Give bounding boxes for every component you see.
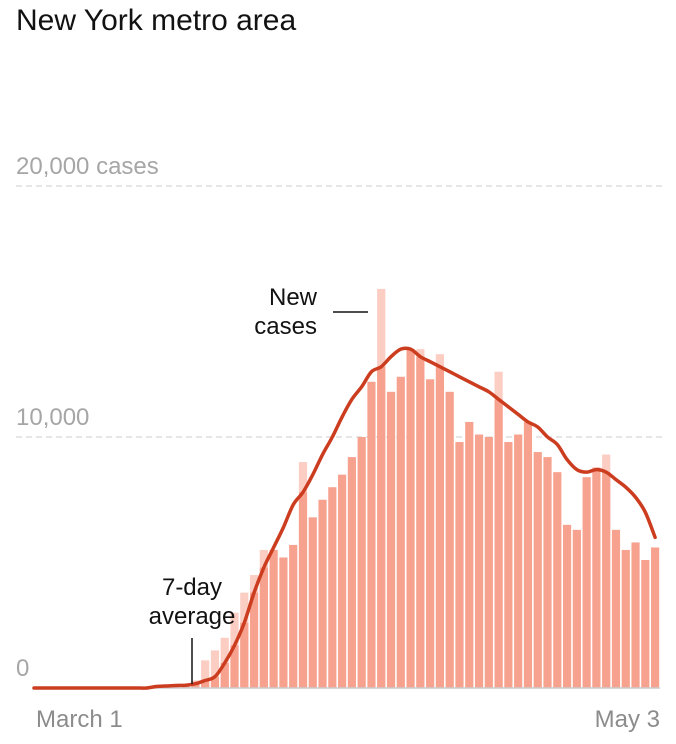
bar [562, 524, 572, 688]
bar [279, 557, 288, 688]
bar [210, 676, 220, 688]
x-tick-label-end: May 3 [595, 706, 660, 733]
bar [592, 469, 601, 688]
y-tick-label: 20,000 cases [16, 153, 159, 180]
bar [338, 474, 347, 688]
bar [249, 592, 259, 688]
bar [553, 472, 562, 688]
bar-excess [201, 660, 210, 688]
y-tick-label: 0 [16, 655, 29, 682]
bar [465, 421, 474, 688]
bar [201, 680, 210, 688]
bars [34, 288, 660, 689]
bar [484, 437, 493, 688]
bar [347, 457, 356, 688]
bar [651, 547, 660, 688]
bar [269, 549, 278, 688]
chart-title: New York metro area [16, 4, 297, 37]
bar [602, 472, 611, 688]
bar [191, 683, 200, 688]
x-tick-label-start: March 1 [36, 706, 123, 733]
bar [435, 366, 445, 688]
bar [298, 492, 308, 688]
bar [396, 376, 405, 688]
bar [631, 542, 640, 688]
bar [523, 421, 533, 688]
bar [641, 559, 650, 688]
average-line-group [32, 346, 657, 690]
bar [504, 442, 513, 688]
annotation-new-cases-line1: New [269, 284, 318, 311]
x-tick-labels: March 1 May 3 [36, 706, 660, 733]
bar [582, 477, 591, 688]
bar [386, 391, 396, 688]
bar [611, 529, 621, 688]
bar [220, 662, 229, 688]
bar [455, 442, 464, 688]
bar [474, 434, 484, 688]
bar [230, 645, 239, 688]
bar [572, 529, 581, 688]
bar [357, 437, 366, 688]
bar [328, 487, 337, 688]
average-line [32, 346, 657, 690]
bar [514, 434, 523, 688]
bar [494, 399, 503, 688]
bar [416, 356, 425, 688]
bar [543, 457, 552, 688]
bar [377, 366, 386, 688]
gridlines [16, 185, 662, 438]
bar [308, 517, 317, 688]
bar [533, 452, 542, 688]
bar [318, 499, 327, 688]
bar [426, 379, 435, 688]
bar [289, 544, 298, 688]
bar [259, 567, 268, 688]
bar [240, 622, 249, 688]
y-tick-labels: 0 10,000 20,000 cases [16, 153, 159, 682]
annotation-average-line2: average [149, 603, 236, 630]
bar [621, 549, 630, 688]
annotation-average-line1: 7-day [162, 574, 222, 601]
bar [367, 381, 376, 688]
annotation-new-cases-line2: cases [254, 313, 317, 340]
bar-excess [210, 650, 220, 688]
bar [445, 391, 454, 688]
bar [406, 349, 415, 688]
y-tick-label: 10,000 [16, 404, 89, 431]
